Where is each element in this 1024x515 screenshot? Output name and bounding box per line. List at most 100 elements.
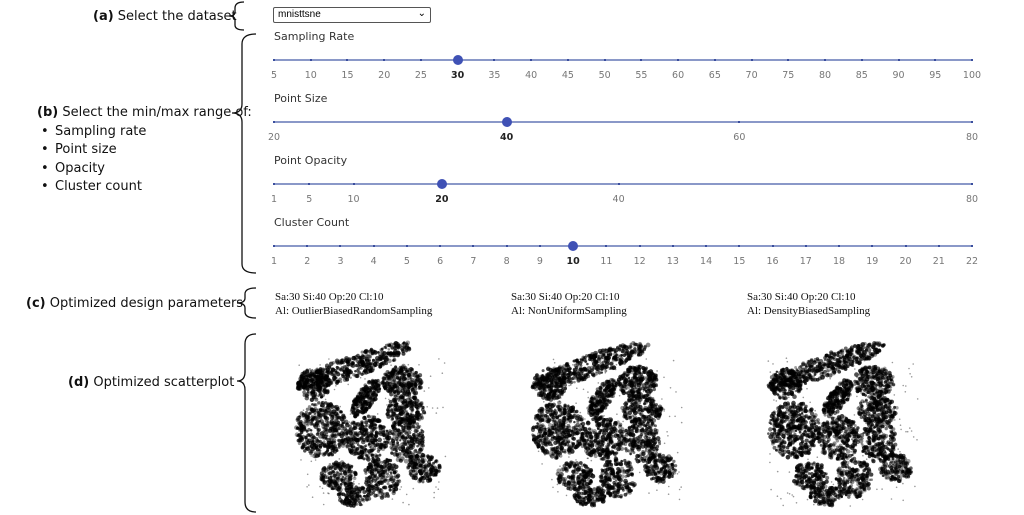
slider-track[interactable] [273, 117, 973, 127]
scatter-point [559, 410, 563, 414]
scatter-point [409, 377, 413, 380]
tick-label: 20 [267, 132, 281, 143]
scatter-point [393, 464, 399, 470]
scatter-point [429, 375, 432, 377]
scatter-point [395, 408, 400, 413]
slider-tick [603, 59, 606, 61]
scatter-point [365, 440, 369, 443]
slider-thumb[interactable] [436, 179, 447, 189]
scatter-point [300, 430, 304, 435]
scatter-point [377, 437, 382, 443]
scatter-point [569, 380, 574, 385]
scatter-point [404, 404, 409, 409]
slider-track[interactable] [273, 241, 973, 251]
scatter-point [620, 439, 624, 443]
scatter-point [360, 361, 366, 367]
scatter-point [347, 477, 353, 482]
scatter-point [379, 472, 382, 476]
scatter-point [417, 386, 422, 390]
dataset-select[interactable]: mnisttsne ⌄ [273, 7, 431, 23]
scatter-point [301, 384, 307, 389]
scatter-point [372, 390, 376, 394]
slider-thumb[interactable] [452, 55, 463, 65]
scatter-point [386, 351, 390, 356]
scatter-point [298, 376, 303, 382]
scatter-point [392, 443, 396, 448]
scatterplot-2 [530, 341, 683, 508]
scatter-point [418, 373, 423, 378]
scatter-point [438, 481, 440, 483]
scatter-point [642, 376, 647, 380]
scatter-point [403, 453, 406, 456]
scatter-point [595, 446, 601, 452]
scatter-point [593, 396, 598, 401]
scatter-point [418, 433, 422, 438]
scatter-point [353, 480, 355, 483]
scatter-point [401, 448, 406, 452]
scatter-point [625, 374, 629, 378]
scatter-point [420, 457, 425, 462]
scatter-point [394, 367, 399, 372]
scatter-point [343, 430, 345, 433]
scatter-point [315, 447, 320, 452]
scatter-point [367, 369, 370, 371]
scatter-point [310, 460, 313, 463]
scatter-point [400, 435, 404, 439]
scatter-point [538, 438, 543, 443]
scatter-point [374, 433, 378, 437]
scatter-point [418, 451, 422, 455]
scatter-point [570, 436, 575, 440]
scatter-point [412, 380, 417, 385]
scatter-point [363, 494, 366, 498]
slider-thumb[interactable] [568, 241, 579, 251]
scatter-point [355, 432, 359, 436]
scatter-point [377, 443, 380, 445]
scatter-point [326, 428, 329, 431]
scatter-point [573, 380, 576, 384]
scatter-point [347, 430, 352, 435]
scatter-point [312, 453, 317, 459]
scatter-point [377, 461, 380, 464]
slider-thumb[interactable] [501, 117, 512, 127]
scatter-point [606, 436, 611, 441]
scatter-point [309, 375, 311, 378]
scatter-point [335, 385, 337, 387]
scatter-point [302, 378, 305, 380]
scatter-point [341, 475, 345, 479]
scatter-point [592, 403, 596, 407]
scatter-point [344, 486, 349, 491]
scatter-point [296, 438, 301, 443]
scatter-point [604, 444, 609, 450]
scatter-point [612, 383, 617, 388]
scatter-point [358, 444, 363, 449]
scatter-point [320, 375, 324, 380]
scatter-point [329, 464, 334, 469]
scatter-point [364, 366, 369, 371]
scatter-point [557, 418, 563, 424]
scatter-point [405, 454, 409, 459]
scatter-point [314, 451, 318, 455]
tick-label: 15 [341, 70, 354, 81]
scatter-point [368, 466, 374, 472]
slider-track[interactable] [273, 179, 973, 189]
slider-track[interactable] [273, 55, 973, 65]
scatter-point [375, 454, 379, 458]
scatter-point [648, 390, 651, 394]
scatter-point [369, 370, 372, 372]
scatter-point [372, 358, 376, 362]
scatter-point [335, 360, 340, 365]
scatter-point [354, 363, 359, 368]
scatter-point [418, 468, 423, 473]
scatter-point [606, 384, 610, 388]
tick-label: 20 [435, 194, 449, 205]
scatter-point [603, 383, 607, 387]
scatter-point [564, 405, 567, 408]
scatter-point [426, 454, 430, 458]
scatter-point [640, 348, 645, 352]
scatter-point [604, 389, 609, 394]
scatter-point [392, 481, 397, 486]
scatter-point [563, 439, 568, 444]
scatter-point [638, 421, 643, 426]
scatter-point [327, 483, 333, 488]
scatter-point [432, 461, 436, 465]
